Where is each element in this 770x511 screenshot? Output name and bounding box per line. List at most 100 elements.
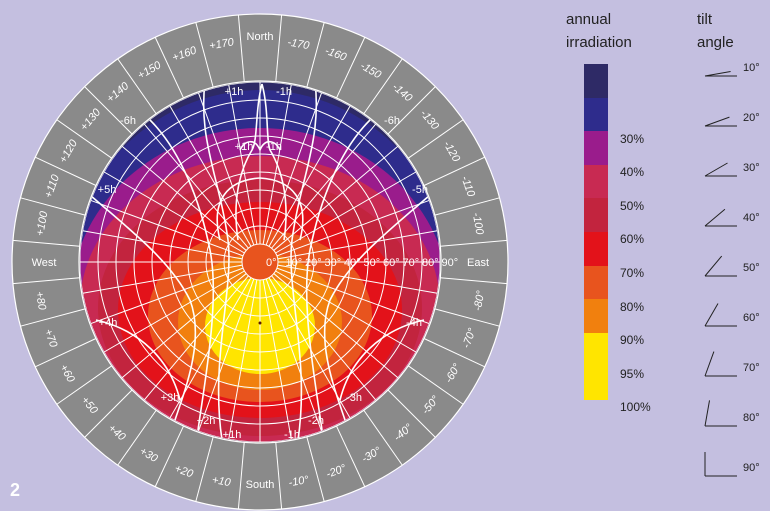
tilt-title-line2: angle	[697, 34, 734, 51]
hour-label: +5h	[98, 184, 117, 196]
ring-tick	[12, 277, 80, 285]
hour-label: +1h	[235, 141, 254, 153]
azimuth-line	[275, 270, 417, 353]
legend-label: 60%	[620, 232, 645, 247]
hour-curves	[89, 82, 431, 441]
azimuth-line	[82, 230, 243, 260]
azimuth-line	[121, 145, 247, 251]
tilt-arm-line	[704, 351, 715, 377]
azimuth-line	[265, 92, 323, 246]
legend-swatch	[584, 131, 608, 166]
azimuth-line	[262, 279, 292, 440]
tilt-scale-label: 90°	[442, 257, 459, 269]
azimuth-label: -80°	[472, 289, 487, 312]
azimuth-line	[197, 278, 255, 432]
tilt-angle-label: 30°	[743, 162, 760, 174]
legend-label: 40%	[620, 165, 645, 180]
azimuth-line	[169, 105, 252, 247]
hour-label: +2h	[197, 415, 216, 427]
azimuth-line	[90, 267, 244, 325]
azimuth-line	[197, 92, 255, 246]
legend-label: 70%	[620, 266, 645, 280]
tilt-angle-label: 20°	[743, 112, 760, 124]
tilt-arm-line	[704, 208, 726, 227]
tilt-title-line1: tilt	[697, 11, 712, 28]
azimuth-label: +170	[208, 36, 235, 52]
irradiation-title-line2: irradiation	[566, 34, 632, 51]
legend-swatch	[584, 232, 608, 266]
ring-tick	[56, 119, 113, 159]
hour-label: -1h	[284, 429, 300, 441]
azimuth-label: -100	[470, 212, 486, 237]
ring-tick	[84, 389, 133, 438]
tilt-scale-label: 20°	[305, 257, 322, 269]
azimuth-line	[228, 84, 258, 245]
tilt-angle-label: 10°	[743, 62, 760, 74]
hour-label: +3h	[161, 392, 180, 404]
hour-label: -2h	[308, 415, 324, 427]
azimuth-line	[228, 279, 258, 440]
ring-tick	[336, 37, 366, 99]
tilt-angle-label: 40°	[743, 212, 760, 224]
tilt-arm-line	[704, 303, 719, 327]
tilt-scale-label: 70°	[403, 257, 420, 269]
ring-tick	[363, 58, 403, 115]
ring-tick	[423, 338, 485, 368]
tilt-arm-line	[704, 255, 723, 277]
east-label: East	[467, 257, 489, 269]
ring-tick	[35, 338, 97, 368]
tilt-angle-label: 70°	[743, 362, 760, 374]
legend-label: 100%	[620, 400, 651, 415]
azimuth-line	[276, 267, 430, 325]
legend-swatch	[584, 97, 608, 132]
tilt-scale-label: 50°	[364, 257, 381, 269]
legend-label: 95%	[620, 366, 645, 381]
tilt-angle-label: 80°	[743, 412, 760, 424]
ring-tick	[336, 425, 366, 487]
ring-ticks	[12, 14, 508, 510]
hour-label: -6h	[384, 115, 400, 127]
azimuth-line	[275, 171, 417, 254]
azimuth-line	[121, 273, 247, 379]
azimuth-line	[271, 275, 377, 401]
ring-tick	[434, 197, 500, 216]
azimuth-line	[271, 123, 377, 249]
azimuth-line	[268, 105, 351, 247]
azimuth-line	[103, 171, 245, 254]
ring-tick	[154, 37, 184, 99]
ring-tick	[237, 442, 245, 510]
azimuth-label: +80	[33, 290, 48, 311]
ring-tick	[306, 436, 325, 502]
ring-tick	[387, 86, 436, 135]
tilt-arm-line	[704, 400, 711, 427]
legend-swatch	[584, 265, 608, 300]
hour-label: -1h	[266, 141, 282, 153]
hour-labels: +1h -1h +1h -1h -6h -6h +5h -5h +4h -4h …	[98, 86, 428, 441]
hour-label: +4h	[99, 317, 118, 329]
tilt-arm-line	[704, 162, 728, 177]
azimuth-label: -170	[286, 37, 311, 53]
ring-tick	[306, 22, 325, 88]
ring-tick	[363, 409, 403, 466]
ring-tick	[275, 14, 283, 82]
optimum-dot	[258, 321, 262, 325]
south-label: South	[246, 479, 275, 491]
azimuth-line	[273, 273, 399, 379]
center-disc	[241, 243, 279, 281]
azimuth-line	[143, 275, 249, 401]
legend-swatch	[584, 64, 608, 98]
ring-tick	[440, 239, 508, 247]
legend-swatch	[584, 164, 608, 199]
legend-label: 30%	[620, 131, 645, 146]
legend-swatch	[584, 299, 608, 334]
ring-tick	[117, 58, 157, 115]
legend-swatch	[584, 198, 608, 233]
ring-tick	[423, 156, 485, 186]
ring-tick	[20, 197, 86, 216]
hour-label: +1h	[225, 86, 244, 98]
ring-tick	[434, 308, 500, 327]
tilt-scale-label: 10°	[286, 257, 303, 269]
azimuth-line	[265, 278, 323, 432]
